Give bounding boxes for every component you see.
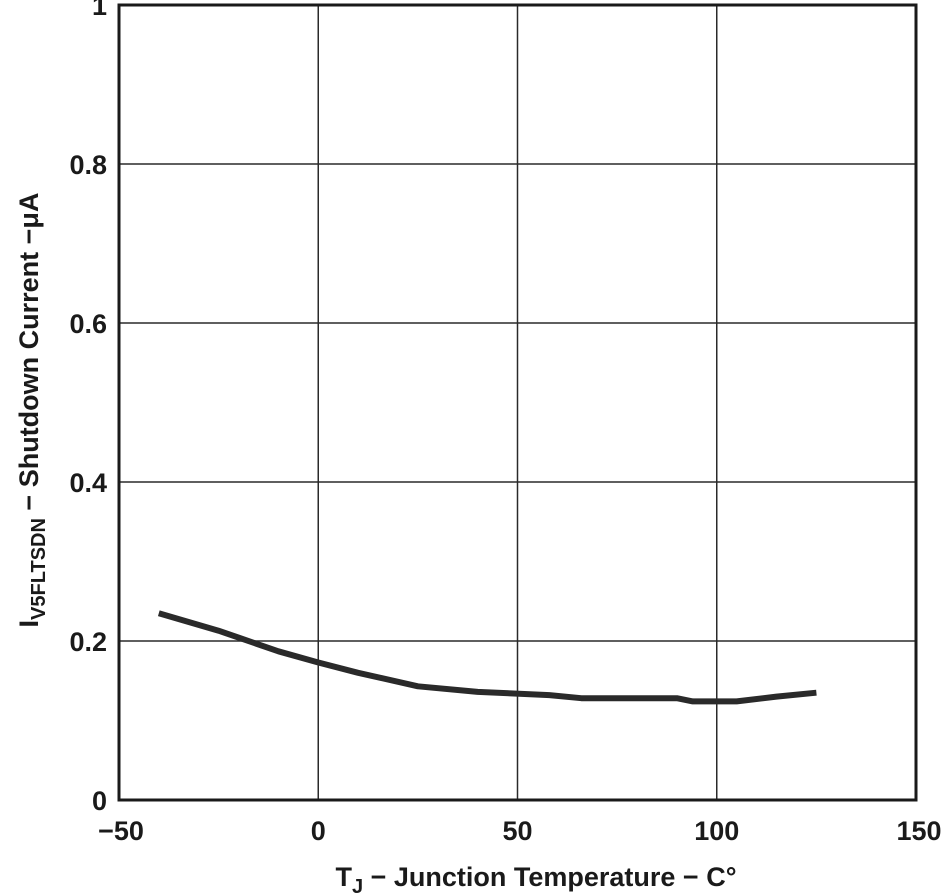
y-tick-label: 0 bbox=[92, 786, 107, 816]
grid-lines bbox=[119, 5, 916, 800]
x-tick-label: 100 bbox=[694, 816, 739, 846]
y-tick-label: 1 bbox=[92, 0, 107, 21]
y-axis-title-rest: − Shutdown Current −μA bbox=[14, 193, 44, 519]
series-line bbox=[157, 610, 817, 705]
y-axis-title-main: I bbox=[14, 620, 44, 628]
y-tick-label: 0.8 bbox=[69, 150, 107, 180]
x-axis-title: TJ − Junction Temperature − C° bbox=[335, 862, 736, 896]
y-tick-label: 0.4 bbox=[69, 468, 107, 498]
x-tick-label: 0 bbox=[311, 816, 326, 846]
x-axis-title-rest: − Junction Temperature − C° bbox=[363, 862, 736, 892]
x-tick-label: −50 bbox=[98, 816, 144, 846]
series-lines bbox=[157, 610, 817, 705]
y-tick-label: 0.2 bbox=[69, 627, 107, 657]
plot-frame bbox=[117, 3, 918, 802]
y-axis-title-sub: V5FLTSDN bbox=[28, 518, 50, 620]
x-tick-label: 50 bbox=[502, 816, 532, 846]
y-tick-labels: 0 0.2 0.4 0.6 0.8 1 bbox=[69, 0, 107, 816]
x-axis-title-sub: J bbox=[352, 876, 363, 896]
x-tick-label: 150 bbox=[896, 816, 941, 846]
y-tick-label: 0.6 bbox=[69, 309, 107, 339]
x-tick-labels: −50 0 50 100 150 bbox=[98, 816, 941, 846]
x-axis-title-main: T bbox=[335, 862, 352, 892]
y-axis-title: IV5FLTSDN − Shutdown Current −μA bbox=[14, 193, 50, 628]
